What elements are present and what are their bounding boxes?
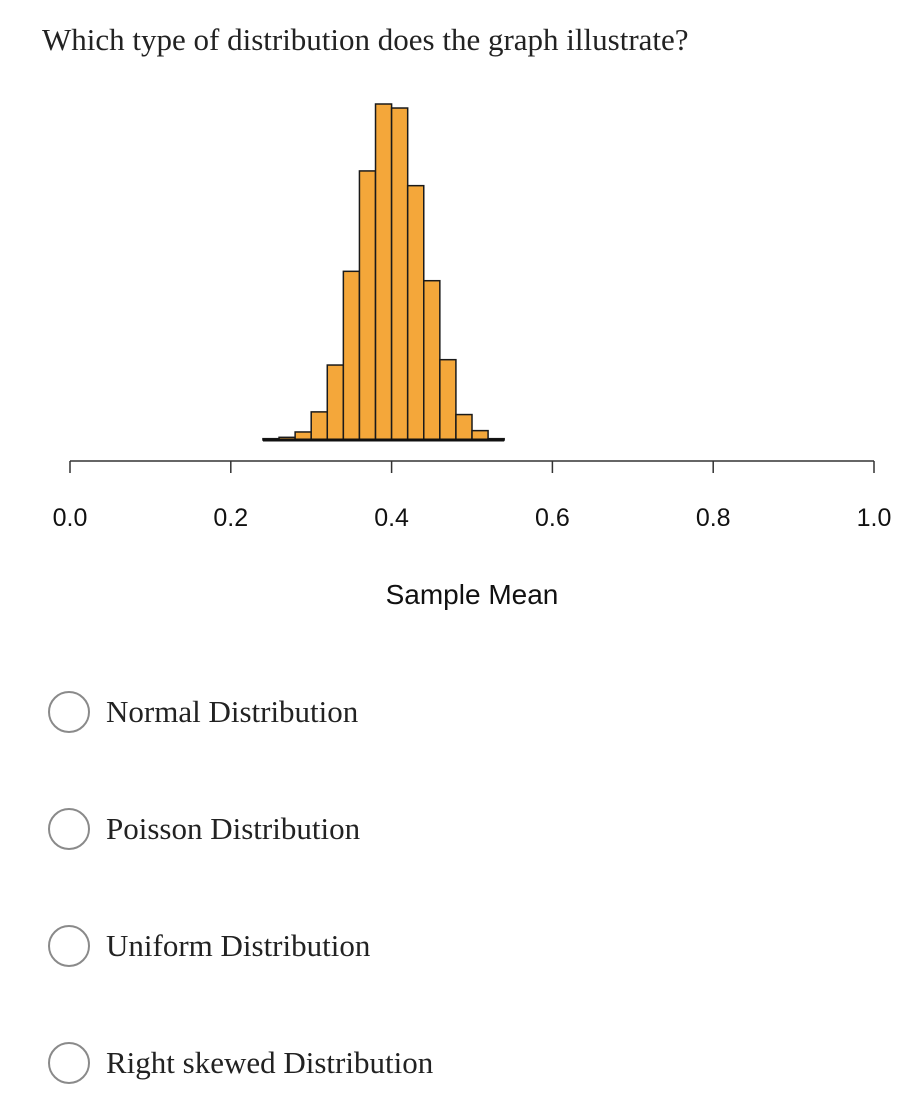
histogram-bars — [262, 103, 505, 441]
radio-button-right-skewed[interactable] — [48, 1042, 90, 1084]
option-label: Poisson Distribution — [106, 811, 361, 846]
histogram-bar-6 — [358, 170, 377, 441]
question-text: Which type of distribution does the grap… — [42, 22, 689, 57]
radio-button-poisson[interactable] — [48, 808, 90, 850]
histogram-chart: 0.0 0.2 0.4 0.6 0.8 1.0 Sample Mean — [53, 103, 892, 610]
histogram-bar-10 — [423, 279, 441, 441]
x-axis-ticks: 0.0 0.2 0.4 0.6 0.8 1.0 — [53, 461, 892, 532]
option-poisson-distribution[interactable]: Poisson Distribution — [48, 807, 360, 851]
radio-button-normal[interactable] — [48, 691, 90, 733]
histogram-bar-5 — [342, 270, 361, 441]
histogram-bar-3 — [310, 411, 329, 441]
option-right-skewed-distribution[interactable]: Right skewed Distribution — [48, 1041, 433, 1085]
x-tick-label-0: 0.0 — [53, 504, 88, 532]
histogram-bar-7 — [374, 103, 393, 441]
option-label: Uniform Distribution — [106, 928, 371, 963]
histogram-bar-4 — [326, 364, 345, 441]
option-label: Normal Distribution — [106, 694, 359, 729]
x-tick-label-2: 0.4 — [374, 504, 409, 532]
option-normal-distribution[interactable]: Normal Distribution — [48, 690, 358, 734]
x-tick-label-5: 1.0 — [857, 504, 892, 532]
x-tick-label-4: 0.8 — [696, 504, 731, 532]
histogram-bar-11 — [439, 358, 457, 441]
radio-button-uniform[interactable] — [48, 925, 90, 967]
histogram-bar-9 — [406, 184, 425, 441]
x-tick-label-1: 0.2 — [213, 504, 248, 532]
histogram-bar-8 — [390, 107, 409, 441]
option-label: Right skewed Distribution — [106, 1045, 434, 1080]
x-tick-label-3: 0.6 — [535, 504, 570, 532]
histogram-bar-12 — [455, 413, 473, 441]
option-uniform-distribution[interactable]: Uniform Distribution — [48, 924, 370, 968]
x-axis-title: Sample Mean — [386, 579, 559, 610]
